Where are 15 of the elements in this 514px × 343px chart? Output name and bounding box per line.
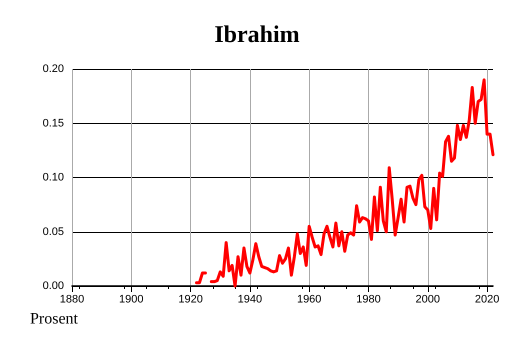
y-tick-label: 0.20 — [42, 63, 64, 75]
x-tick-label: 1920 — [178, 294, 203, 306]
y-tick-label: 0.10 — [42, 172, 64, 184]
x-tick-label: 1980 — [356, 294, 381, 306]
x-tick-label: 2020 — [474, 294, 500, 306]
x-tick-label: 1940 — [238, 294, 262, 306]
x-tick-label: 1960 — [296, 294, 322, 306]
chart-title: Ibrahim — [214, 22, 300, 48]
x-tick-label: 2000 — [416, 294, 440, 306]
x-tick-label: 1900 — [119, 294, 144, 306]
x-tick-label: 1880 — [60, 294, 84, 306]
y-axis-title: Prosent — [30, 310, 79, 328]
y-tick-label: 0.05 — [42, 226, 64, 238]
y-tick-label: 0.15 — [42, 117, 64, 130]
y-tick-label: 0.00 — [42, 280, 64, 292]
